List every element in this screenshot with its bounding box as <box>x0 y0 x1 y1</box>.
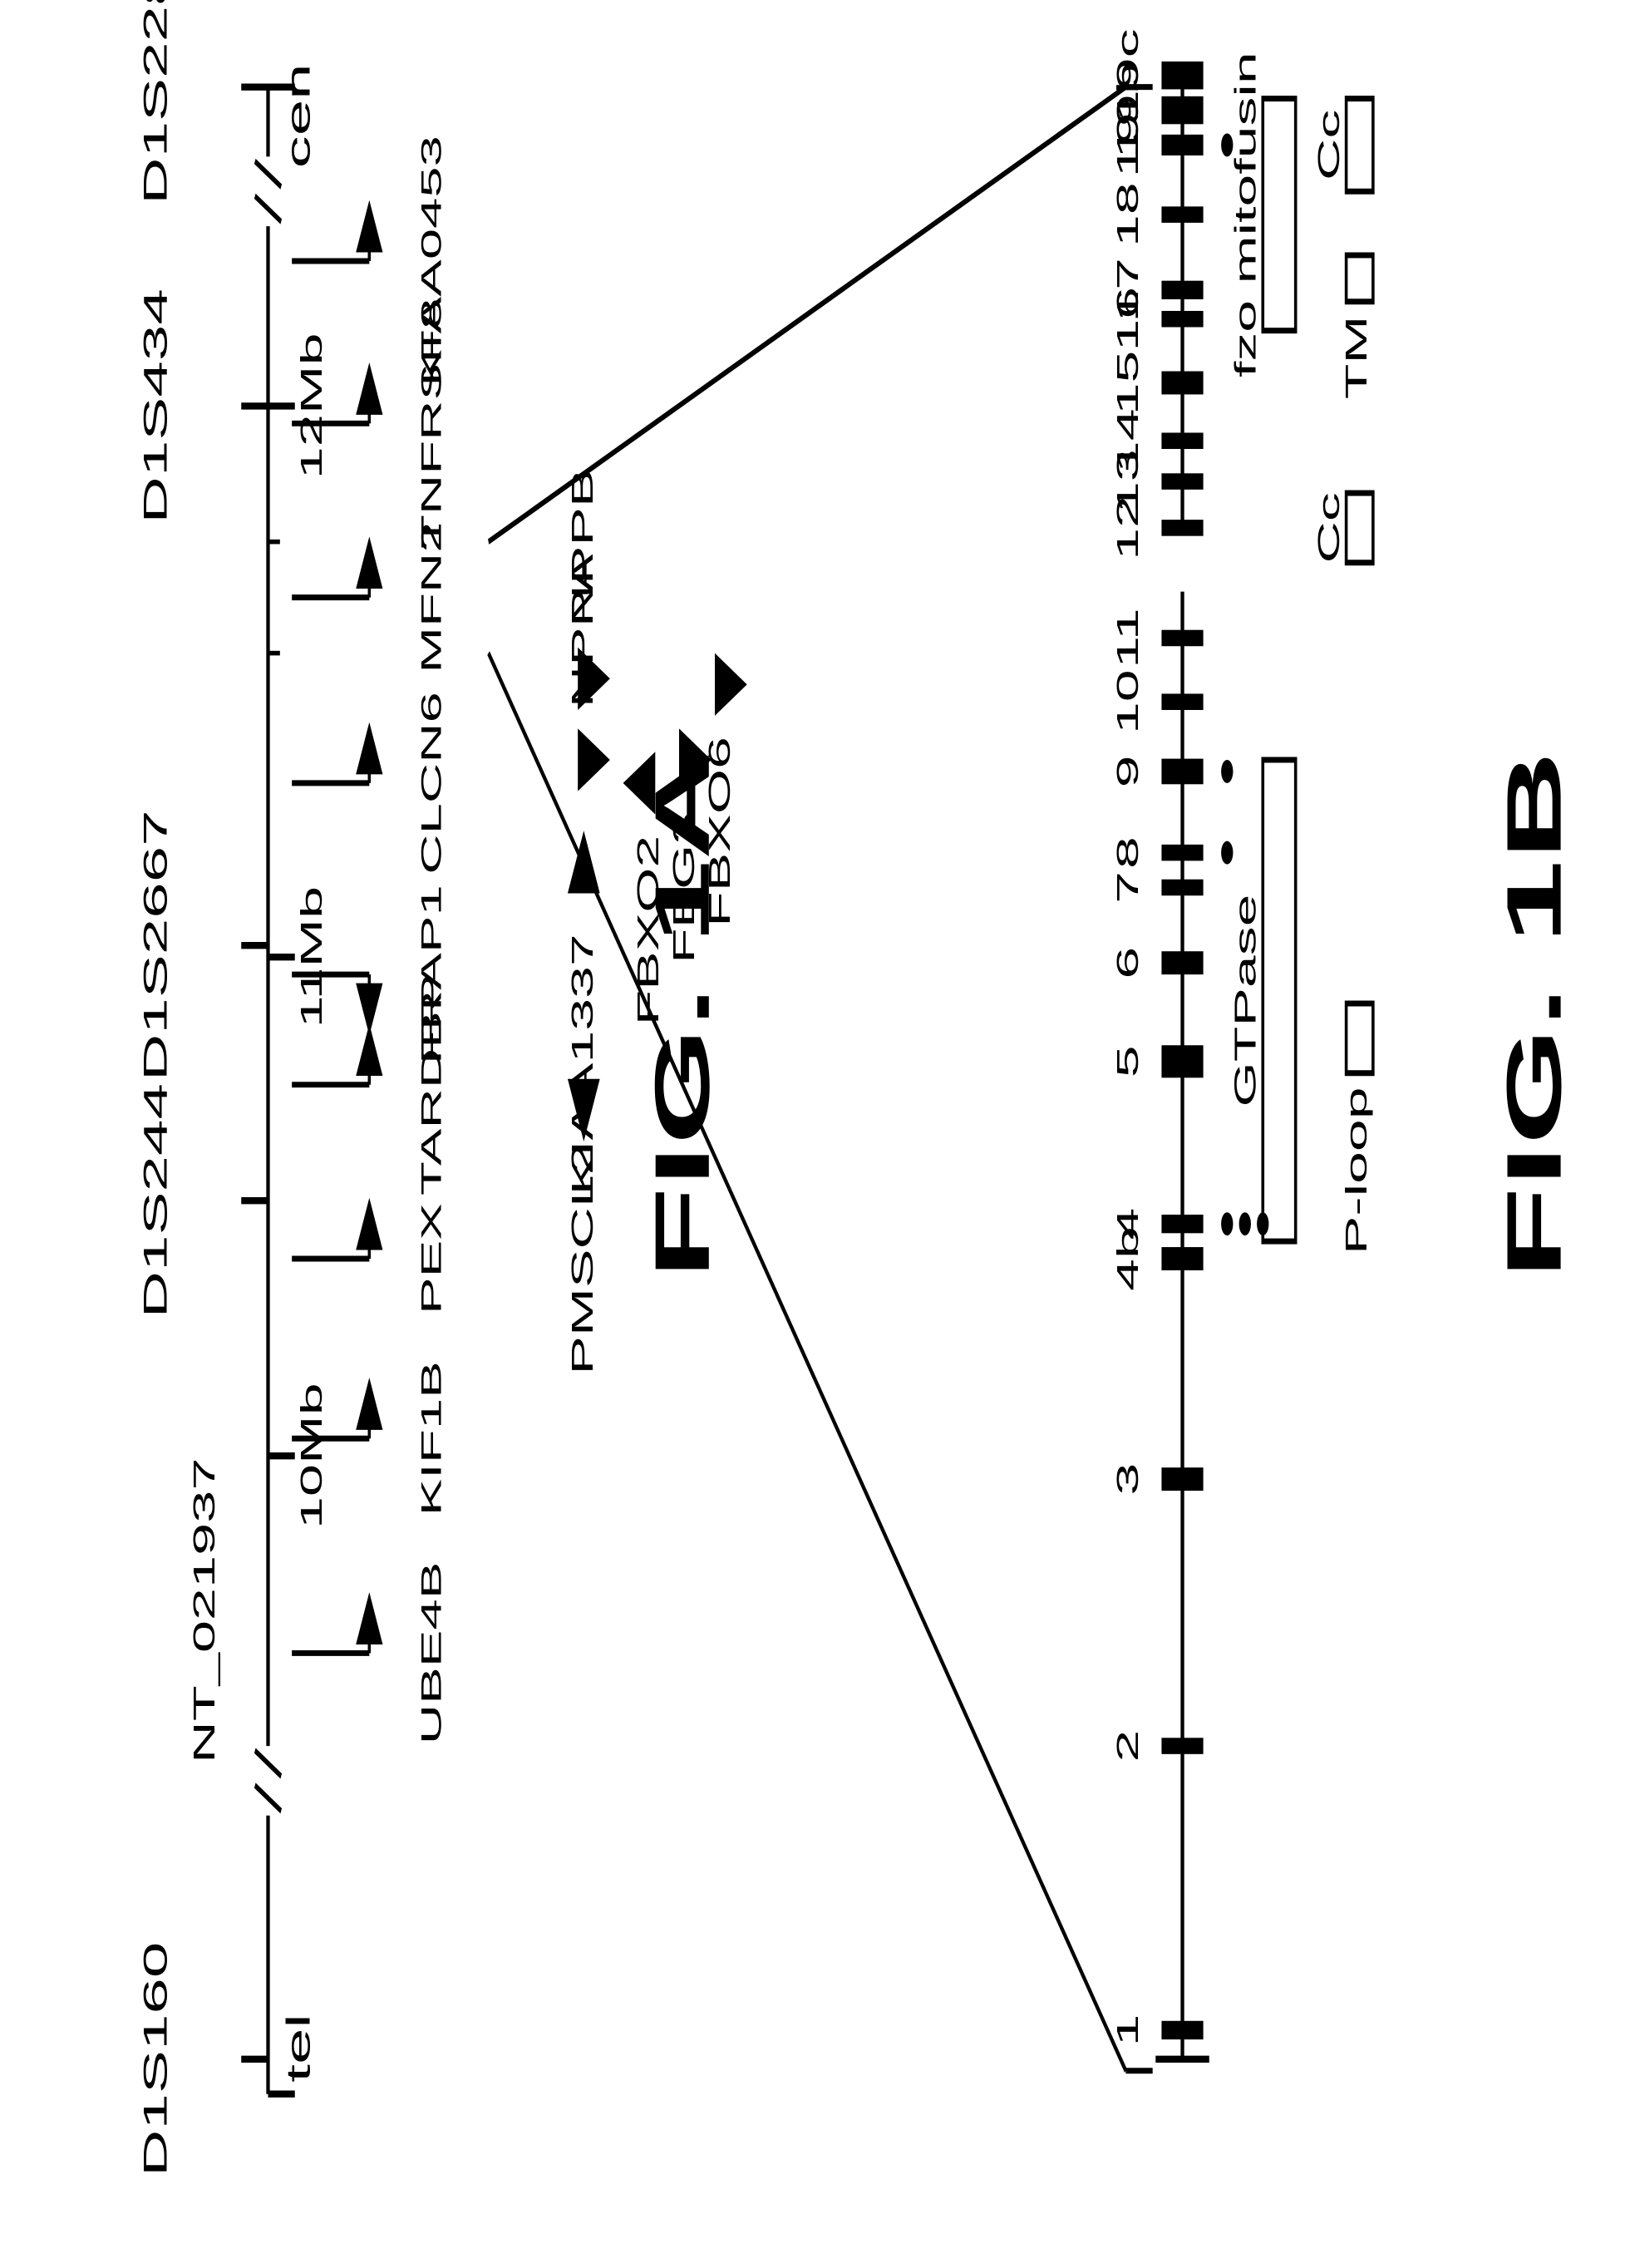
svg-text:NPPB: NPPB <box>566 469 599 627</box>
svg-text:11Mb: 11Mb <box>294 886 328 1028</box>
figure-svg: tel cen D1S160 D1S244D1S2667 D1S434 D1S228 NT_… <box>0 0 1625 2268</box>
svg-text:GTPase: GTPase <box>1229 895 1262 1107</box>
svg-text:19c: 19c <box>1110 28 1144 121</box>
svg-text:KIAA0453: KIAA0453 <box>416 136 447 387</box>
svg-text:4: 4 <box>1110 1208 1144 1240</box>
svg-text:PEX: PEX <box>416 1203 447 1314</box>
svg-text:14: 14 <box>1110 408 1144 473</box>
svg-text:KIF1B: KIF1B <box>416 1361 447 1516</box>
svg-text:TM: TM <box>1339 316 1372 400</box>
svg-text:5: 5 <box>1110 1045 1144 1077</box>
rotated-group: tel cen D1S160 D1S244D1S2667 D1S434 D1S228 NT_… <box>137 0 1578 2177</box>
svg-text:NT_021937: NT_021937 <box>187 1458 221 1763</box>
svg-text:10Mb: 10Mb <box>294 1383 328 1529</box>
svg-text:Cc: Cc <box>1312 492 1346 563</box>
svg-text:P-loop: P-loop <box>1339 1087 1372 1255</box>
svg-text:7: 7 <box>1110 871 1144 904</box>
svg-text:10: 10 <box>1110 669 1144 734</box>
svg-text:6: 6 <box>1110 947 1144 979</box>
svg-text:D1S434: D1S434 <box>137 288 175 523</box>
svg-text:CLCN6: CLCN6 <box>416 692 447 875</box>
svg-text:Cc: Cc <box>1312 110 1346 180</box>
svg-text:FIG. 1B: FIG. 1B <box>1490 751 1578 1279</box>
svg-text:D1S2667: D1S2667 <box>137 810 175 1081</box>
svg-text:9: 9 <box>1110 756 1144 788</box>
svg-text:3: 3 <box>1110 1463 1144 1496</box>
svg-text:1: 1 <box>1110 2014 1144 2047</box>
svg-text:cen: cen <box>280 63 318 168</box>
svg-text:15: 15 <box>1110 351 1144 416</box>
svg-text:18: 18 <box>1110 182 1144 247</box>
svg-text:tel: tel <box>280 2014 318 2083</box>
svg-text:2: 2 <box>1110 1730 1144 1763</box>
svg-text:11: 11 <box>1110 608 1144 668</box>
svg-text:8: 8 <box>1110 836 1144 869</box>
svg-text:12Mb: 12Mb <box>294 333 328 479</box>
scaled-group: tel cen D1S160 D1S244D1S2667 D1S434 D1S228 NT_… <box>137 0 1578 2177</box>
svg-text:fzo mitofusin: fzo mitofusin <box>1229 52 1262 377</box>
svg-text:D1S228: D1S228 <box>137 0 175 205</box>
svg-text:KIAA1337: KIAA1337 <box>566 934 599 1195</box>
svg-text:17: 17 <box>1110 258 1144 323</box>
svg-text:FRAP1: FRAP1 <box>416 885 447 1064</box>
svg-text:D1S244: D1S244 <box>137 1083 175 1318</box>
svg-text:D1S160: D1S160 <box>137 1942 175 2177</box>
svg-text:UBE4B: UBE4B <box>416 1562 447 1745</box>
